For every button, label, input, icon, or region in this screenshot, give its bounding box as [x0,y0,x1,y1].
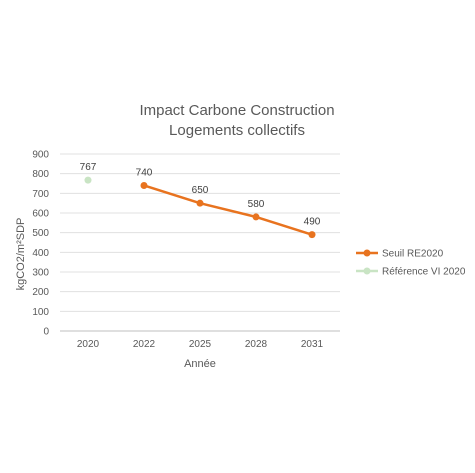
gridlines [60,153,340,332]
y-tick-label: 100 [32,307,49,318]
legend-swatch-marker [363,249,371,257]
chart-title-line2: Logements collectifs [169,122,305,139]
legend-label: Seuil RE2020 [382,249,444,260]
legend: Seuil RE2020 Référence VI 2020 [356,249,466,278]
data-point [140,181,148,189]
y-tick-label: 800 [32,169,49,180]
chart-title-line1: Impact Carbone Construction [139,102,334,119]
y-tick-label: 500 [32,228,49,239]
y-tick-label: 900 [32,150,49,161]
y-tick-label: 0 [43,327,49,338]
legend-item: Référence VI 2020 [356,267,466,278]
y-tick-label: 600 [32,209,49,220]
x-tick-label: 2022 [133,339,156,350]
y-tick-label: 200 [32,287,49,298]
data-label: 650 [192,185,209,196]
data-point [196,199,204,207]
legend-swatch-marker [363,267,371,275]
y-tick-label: 400 [32,248,49,259]
x-tick-labels: 2020 2022 2025 2028 2031 [77,339,324,350]
series-line [143,184,313,236]
legend-label: Référence VI 2020 [382,267,466,278]
x-tick-label: 2031 [301,339,324,350]
y-tick-label: 300 [32,268,49,279]
x-tick-label: 2020 [77,339,100,350]
y-axis-title: kgCO2/m²SDP [15,218,27,291]
series-seuil-re2020: 740 650 580 490 [136,167,321,239]
data-label: 740 [136,167,153,178]
data-point [252,213,260,221]
series-reference-vi-2020: 767 [80,162,97,184]
y-tick-label: 700 [32,189,49,200]
data-label: 580 [248,199,265,210]
series-group: 740 650 580 490 767 [80,162,321,239]
x-tick-label: 2028 [245,339,268,350]
y-tick-labels: 0 100 200 300 400 500 600 700 800 900 [32,150,49,338]
x-tick-label: 2025 [189,339,212,350]
data-point [308,231,316,239]
data-label: 490 [304,217,321,228]
data-label: 767 [80,162,97,173]
x-axis-title: Année [184,358,216,370]
data-point [84,176,92,184]
legend-item: Seuil RE2020 [356,249,444,260]
